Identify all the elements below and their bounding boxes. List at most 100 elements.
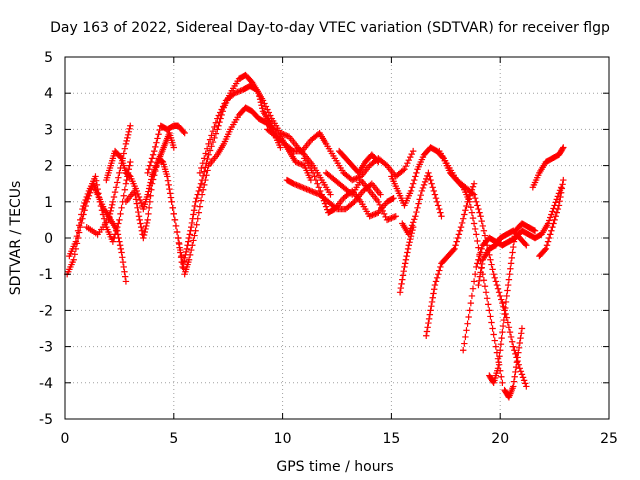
data-point	[72, 238, 80, 245]
data-point	[434, 271, 442, 278]
data-point	[145, 210, 152, 218]
data-point	[195, 187, 203, 195]
data-point	[186, 231, 193, 238]
data-point	[202, 150, 209, 157]
data-point	[180, 257, 188, 265]
data-point	[298, 184, 306, 191]
data-point	[118, 249, 125, 256]
data-point	[505, 276, 513, 283]
data-point	[185, 234, 193, 242]
data-point	[83, 193, 90, 201]
data-point	[293, 159, 301, 166]
data-point	[304, 186, 312, 193]
data-point	[108, 201, 116, 209]
data-point	[515, 344, 523, 352]
data-point	[71, 251, 78, 258]
axis-ticks	[64, 56, 610, 420]
data-point	[509, 249, 516, 256]
data-point	[143, 219, 151, 227]
y-tick-label: 3	[44, 122, 53, 138]
data-point	[458, 219, 466, 227]
data-point	[168, 198, 175, 205]
data-point	[212, 119, 220, 126]
data-point	[318, 191, 325, 198]
data-point	[552, 199, 559, 206]
data-point	[192, 227, 199, 234]
data-point	[99, 211, 107, 218]
series-track-12	[322, 169, 399, 224]
data-point	[504, 287, 511, 294]
data-point	[425, 315, 433, 323]
data-point	[498, 296, 505, 303]
data-point	[475, 244, 482, 251]
data-point	[407, 236, 414, 243]
data-point	[319, 194, 327, 201]
data-point	[164, 173, 171, 180]
data-point	[294, 182, 302, 189]
data-point	[482, 289, 490, 296]
data-point	[397, 284, 405, 292]
data-point	[188, 246, 195, 254]
data-point	[518, 330, 525, 337]
data-point	[300, 184, 307, 192]
series-track-17	[423, 180, 478, 339]
data-point	[181, 254, 188, 262]
data-point	[557, 184, 565, 191]
data-point	[193, 194, 200, 202]
data-point	[507, 260, 515, 267]
data-point	[350, 176, 357, 183]
data-point	[473, 231, 480, 238]
data-point	[514, 354, 521, 361]
data-point	[278, 130, 286, 137]
data-point	[474, 237, 481, 245]
data-point	[462, 207, 469, 214]
data-point	[301, 185, 309, 192]
data-point	[125, 128, 133, 136]
y-tick-label: 5	[44, 50, 53, 66]
data-point	[423, 332, 430, 339]
data-point	[186, 251, 194, 259]
data-point	[483, 295, 491, 302]
data-point	[512, 350, 519, 358]
data-point	[190, 237, 197, 244]
data-point	[478, 264, 485, 272]
data-point	[511, 232, 518, 240]
data-point	[124, 131, 132, 139]
data-point	[199, 186, 207, 193]
data-point	[547, 214, 554, 221]
data-point	[156, 126, 163, 134]
data-point	[277, 144, 284, 151]
data-point	[522, 380, 529, 387]
data-point	[97, 202, 105, 210]
y-tick-label: 0	[44, 231, 53, 247]
data-point	[492, 278, 500, 285]
data-point	[311, 173, 318, 180]
data-point	[145, 166, 152, 173]
data-point	[217, 109, 224, 116]
data-point	[544, 220, 552, 227]
y-tick-label: -1	[39, 267, 53, 283]
data-point	[122, 140, 130, 148]
data-point	[523, 242, 530, 249]
data-point	[513, 359, 521, 366]
data-point	[119, 254, 126, 261]
data-point	[487, 256, 494, 263]
data-point	[491, 274, 498, 282]
data-point	[183, 245, 191, 253]
y-tick-label: -5	[39, 412, 53, 428]
data-point	[196, 203, 204, 210]
data-point	[194, 215, 201, 222]
data-point	[390, 194, 397, 202]
data-point	[197, 197, 205, 204]
data-point	[198, 191, 206, 198]
data-point	[191, 202, 199, 210]
data-point	[436, 267, 443, 274]
series-track-2	[66, 158, 134, 260]
data-point	[461, 340, 468, 347]
data-point	[409, 223, 417, 231]
data-point	[450, 246, 457, 254]
data-point	[116, 238, 123, 245]
data-point	[107, 207, 114, 215]
data-point	[144, 191, 151, 198]
